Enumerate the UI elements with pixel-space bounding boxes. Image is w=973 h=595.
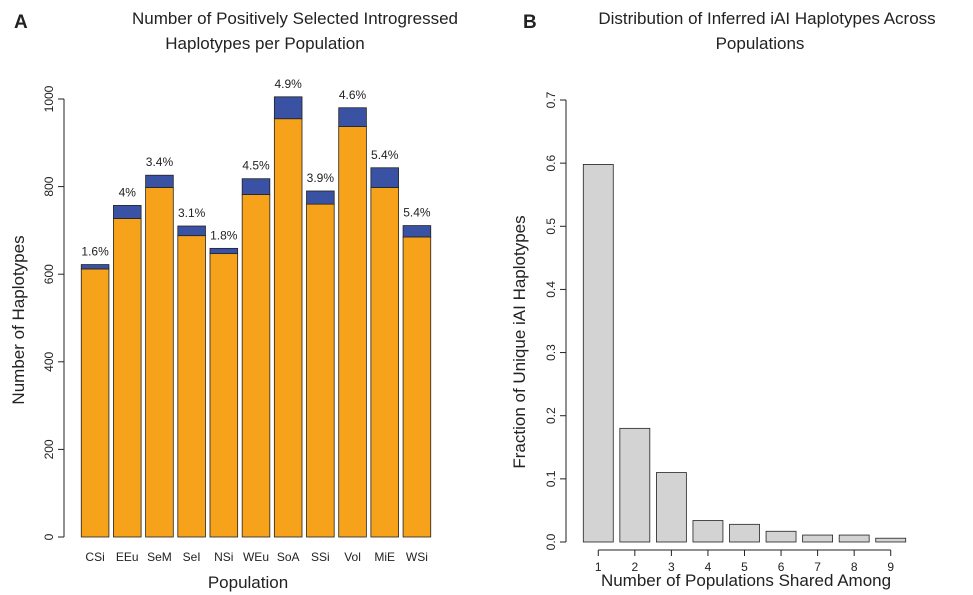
bar-NSi-selected xyxy=(209,247,239,255)
chart-b-y-tick-label: 0.7 xyxy=(544,91,558,108)
bar-MiE-selected xyxy=(370,167,399,188)
bar-2-populations xyxy=(619,427,651,543)
chart-b-y-axis: 0.0 0.1 0.2 0.3 0.4 0.5 0.6 0.7 xyxy=(544,91,567,550)
chart-b-x-tick-label-1: 1 xyxy=(595,560,602,574)
chart-a-bars xyxy=(80,96,432,538)
chart-b-x-ticks: 1 2 3 4 5 6 7 8 9 xyxy=(595,549,894,574)
bar-label-EEu: 4% xyxy=(119,185,137,199)
chart-b-x-tick-label-5: 5 xyxy=(741,560,748,574)
chart-a-y-axis-title: Number of Haplotypes xyxy=(9,235,28,404)
bar-label-SeM: 3.4% xyxy=(146,155,174,169)
chart-b-y-tick-label: 0.3 xyxy=(544,344,558,361)
chart-b-y-axis-title: Fraction of Unique iAI Haplotypes xyxy=(510,215,529,468)
bar-MiE-base xyxy=(370,187,399,538)
bar-WSi-base xyxy=(402,236,432,538)
x-tick-label-MiE: MiE xyxy=(374,550,395,564)
chart-b-x-tick-label-8: 8 xyxy=(851,560,858,574)
chart-b-x-tick-label-4: 4 xyxy=(705,560,712,574)
x-tick-label-EEu: EEu xyxy=(116,550,139,564)
bar-5-populations xyxy=(729,523,760,543)
chart-a-x-ticks: CSi EEu SeM SeI NSi WEu SoA SSi Vol MiE WSi xyxy=(85,550,427,564)
chart-b-title-line-2: Populations xyxy=(716,34,805,53)
x-tick-label-WEu: WEu xyxy=(243,550,269,564)
chart-b-y-tick-label: 0.1 xyxy=(544,470,558,487)
bar-label-CSi: 1.6% xyxy=(81,245,109,259)
bar-EEu-selected xyxy=(113,205,142,219)
bar-label-WSi: 5.4% xyxy=(403,206,431,220)
chart-a: A Number of Positively Selected Introgre… xyxy=(9,9,458,592)
bar-4-populations xyxy=(692,520,724,543)
bar-7-populations xyxy=(802,534,833,543)
bar-label-WEu: 4.5% xyxy=(242,159,270,173)
bar-CSi-selected xyxy=(80,264,110,270)
chart-b-x-tick-label-7: 7 xyxy=(814,560,821,574)
chart-b: B Distribution of Inferred iAI Haplotype… xyxy=(510,9,936,590)
x-tick-label-NSi: NSi xyxy=(214,550,233,564)
chart-a-y-tick-label: 200 xyxy=(42,439,56,459)
bar-3-populations xyxy=(656,472,687,543)
bar-label-SSi: 3.9% xyxy=(307,171,335,185)
bar-9-populations xyxy=(875,537,907,543)
chart-b-bars xyxy=(582,164,907,543)
bar-label-NSi: 1.8% xyxy=(210,228,238,242)
x-tick-label-WSi: WSi xyxy=(406,550,428,564)
bar-WSi-selected xyxy=(402,225,432,238)
bar-Vol-base xyxy=(338,126,367,538)
bar-6-populations xyxy=(765,530,797,543)
chart-b-x-tick-label-9: 9 xyxy=(887,560,894,574)
chart-b-x-tick-label-6: 6 xyxy=(778,560,785,574)
chart-b-y-tick-label: 0.5 xyxy=(544,218,558,235)
bar-SoA-selected xyxy=(273,96,303,120)
chart-b-y-tick-label: 0.6 xyxy=(544,154,558,171)
chart-b-x-axis-title: Number of Populations Shared Among xyxy=(601,571,891,590)
chart-a-x-axis-title: Population xyxy=(208,573,288,592)
chart-a-title-line-1: Number of Positively Selected Introgress… xyxy=(132,9,458,28)
bar-SeM-base xyxy=(145,187,174,538)
chart-a-bar-labels: 1.6% 4% 3.4% 3.1% 1.8% 4.5% 4.9% 3.9% 4.6% 5.4% 5.… xyxy=(81,77,430,259)
chart-b-x-tick-label-3: 3 xyxy=(668,560,675,574)
bar-1-populations xyxy=(582,164,614,543)
chart-a-y-tick-label: 800 xyxy=(42,176,56,196)
chart-b-title-line-1: Distribution of Inferred iAI Haplotypes … xyxy=(598,9,935,28)
x-tick-label-SSi: SSi xyxy=(311,550,330,564)
bar-8-populations xyxy=(838,534,870,543)
chart-b-y-tick-label: 0.4 xyxy=(544,281,558,298)
bar-WEu-selected xyxy=(241,178,271,195)
bar-SeM-selected xyxy=(145,174,174,188)
chart-b-y-tick-label: 0.2 xyxy=(544,407,558,424)
bar-WEu-base xyxy=(241,194,271,538)
x-tick-label-CSi: CSi xyxy=(85,550,104,564)
x-tick-label-Vol: Vol xyxy=(344,550,361,564)
bar-NSi-base xyxy=(209,253,239,538)
panel-b-label: B xyxy=(523,12,537,33)
bar-SSi-selected xyxy=(306,190,335,205)
panel-a-label: A xyxy=(14,12,28,33)
x-tick-label-SeI: SeI xyxy=(183,550,201,564)
chart-b-x-tick-label-2: 2 xyxy=(631,560,638,574)
bar-EEu-base xyxy=(113,218,142,538)
chart-a-y-tick-label: 400 xyxy=(42,351,56,371)
chart-b-y-tick-label: 0.0 xyxy=(544,533,558,550)
x-tick-label-SoA: SoA xyxy=(277,550,300,564)
chart-a-y-tick-label: 600 xyxy=(42,264,56,284)
chart-a-y-tick-label: 0 xyxy=(42,533,56,540)
bar-SeI-base xyxy=(177,235,206,538)
bar-Vol-selected xyxy=(338,107,367,127)
bar-label-Vol: 4.6% xyxy=(339,88,367,102)
bar-SoA-base xyxy=(273,118,303,538)
chart-a-y-axis: 0 200 400 600 800 1000 xyxy=(42,85,65,540)
chart-a-y-tick-label: 1000 xyxy=(42,85,56,112)
chart-a-title-line-2: Haplotypes per Population xyxy=(165,34,364,53)
bar-SSi-base xyxy=(306,203,335,538)
x-tick-label-SeM: SeM xyxy=(147,550,172,564)
bar-SeI-selected xyxy=(177,225,206,237)
bar-label-SoA: 4.9% xyxy=(275,77,303,91)
bar-label-MiE: 5.4% xyxy=(371,148,399,162)
bar-CSi-base xyxy=(80,268,110,538)
bar-label-SeI: 3.1% xyxy=(178,206,206,220)
